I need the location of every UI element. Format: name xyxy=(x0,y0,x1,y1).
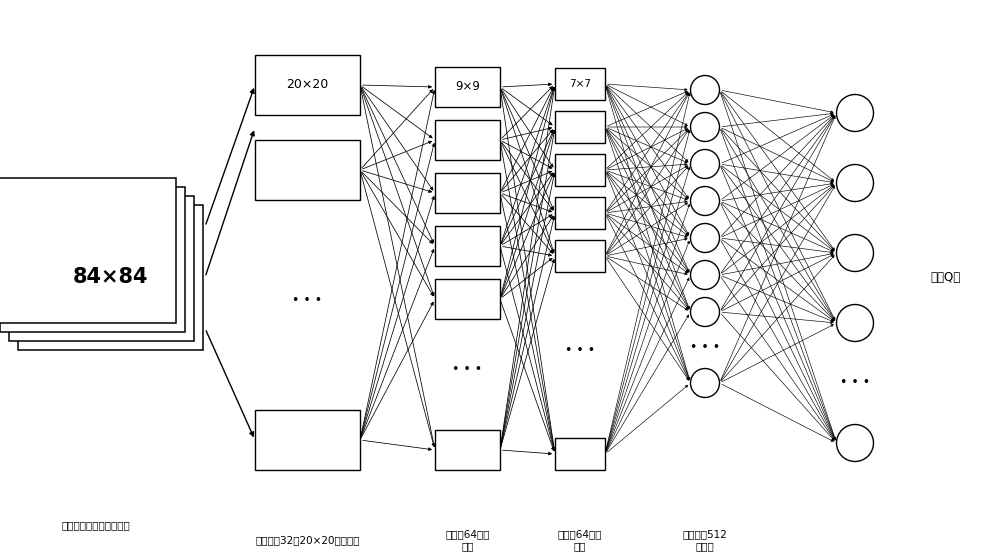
Text: 84×84: 84×84 xyxy=(73,268,148,287)
Text: 第一层有32个20×20的卷积核: 第一层有32个20×20的卷积核 xyxy=(255,535,360,545)
Text: 7×7: 7×7 xyxy=(569,79,591,89)
Bar xyxy=(0,178,176,323)
Bar xyxy=(0,187,185,332)
Bar xyxy=(435,226,500,266)
Circle shape xyxy=(690,75,720,104)
Circle shape xyxy=(690,113,720,142)
Text: • • •: • • • xyxy=(452,363,483,376)
Circle shape xyxy=(690,186,720,215)
Bar xyxy=(255,410,360,470)
Text: 全连接层512
个结点: 全连接层512 个结点 xyxy=(683,529,727,551)
Circle shape xyxy=(690,369,720,397)
Circle shape xyxy=(690,149,720,179)
Circle shape xyxy=(836,305,874,341)
Text: • • •: • • • xyxy=(690,341,720,354)
Bar xyxy=(435,67,500,107)
Text: 9×9: 9×9 xyxy=(455,80,480,93)
Bar xyxy=(555,240,605,272)
Bar xyxy=(555,154,605,186)
Bar xyxy=(255,140,360,200)
Circle shape xyxy=(836,235,874,271)
Circle shape xyxy=(836,94,874,132)
Bar xyxy=(255,55,360,115)
Bar xyxy=(9,196,194,341)
Text: • • •: • • • xyxy=(292,294,323,306)
Text: 第二层64个卷
积核: 第二层64个卷 积核 xyxy=(445,529,490,551)
Bar xyxy=(555,438,605,470)
Bar xyxy=(435,173,500,213)
Circle shape xyxy=(690,297,720,326)
Bar xyxy=(435,430,500,470)
Bar xyxy=(435,120,500,160)
Bar xyxy=(555,68,605,100)
Circle shape xyxy=(690,224,720,253)
Bar xyxy=(555,111,605,143)
Text: • • •: • • • xyxy=(565,344,595,356)
Text: 第三层64个卷
积核: 第三层64个卷 积核 xyxy=(558,529,602,551)
Circle shape xyxy=(836,164,874,201)
Text: 20×20: 20×20 xyxy=(286,78,329,92)
Circle shape xyxy=(690,260,720,290)
Bar xyxy=(435,279,500,319)
Text: • • •: • • • xyxy=(840,376,870,390)
Text: 输出Q值: 输出Q值 xyxy=(930,271,960,285)
Bar xyxy=(555,197,605,229)
Bar xyxy=(18,205,203,350)
Text: 输入传感系统处理后图像: 输入传感系统处理后图像 xyxy=(61,520,130,530)
Circle shape xyxy=(836,425,874,462)
